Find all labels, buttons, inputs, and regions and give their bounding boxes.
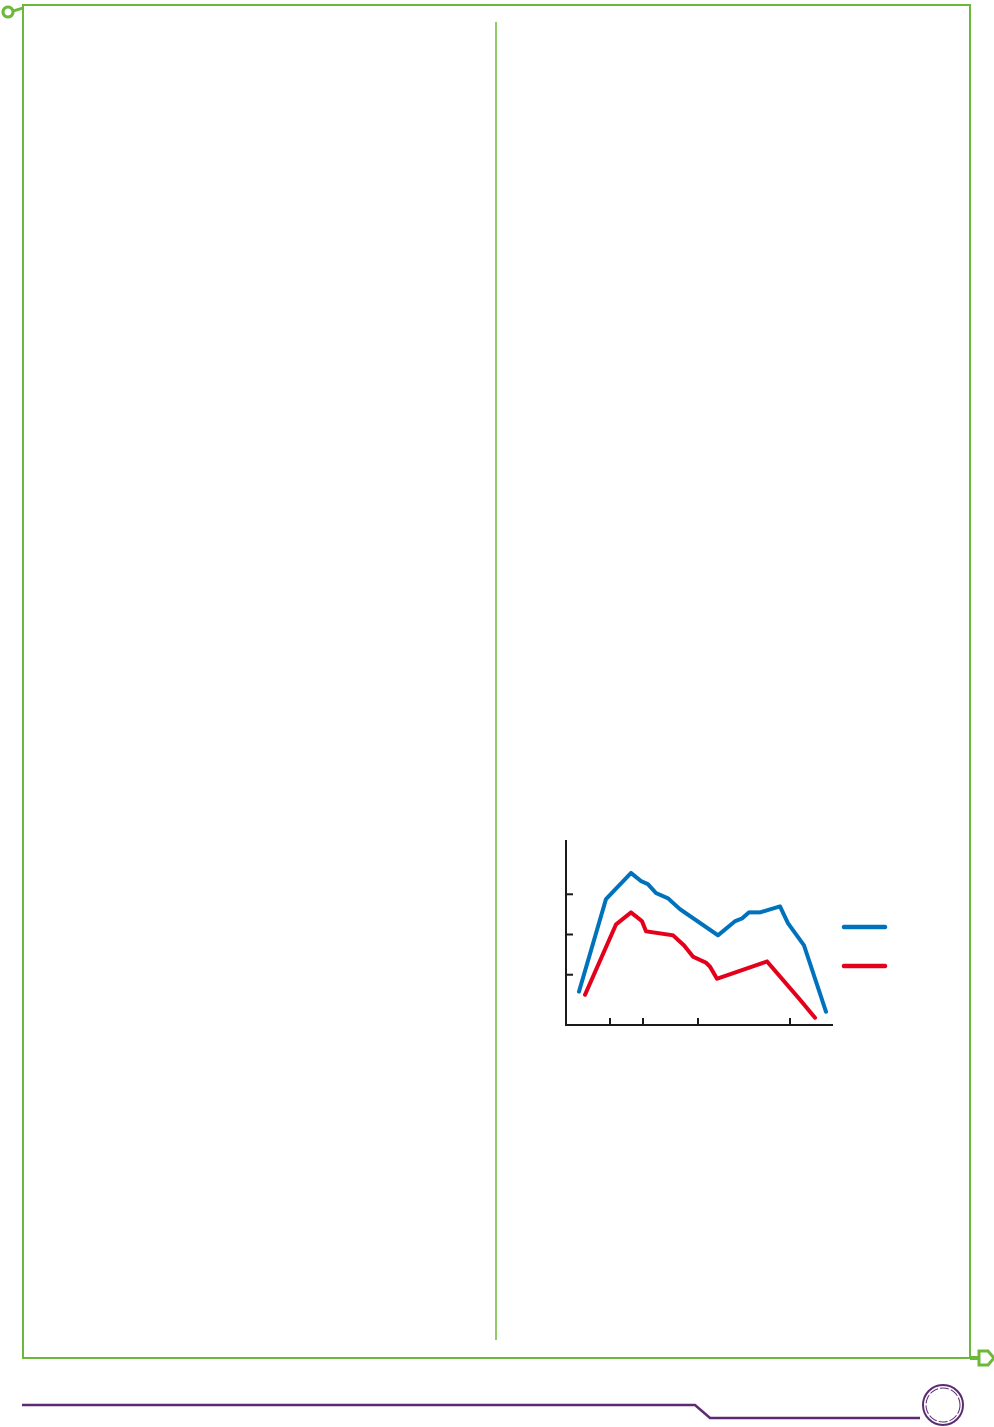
footer-emblem (922, 1384, 964, 1426)
series-line-1 (577, 870, 828, 1014)
series-line-2 (583, 910, 817, 1020)
arrow-right-icon (970, 1349, 994, 1367)
chart-axes (565, 840, 833, 1026)
footer-rule (22, 1403, 920, 1420)
page-frame (22, 4, 971, 1359)
line-chart (565, 840, 888, 1026)
arrow-right-icon (1, 5, 24, 19)
